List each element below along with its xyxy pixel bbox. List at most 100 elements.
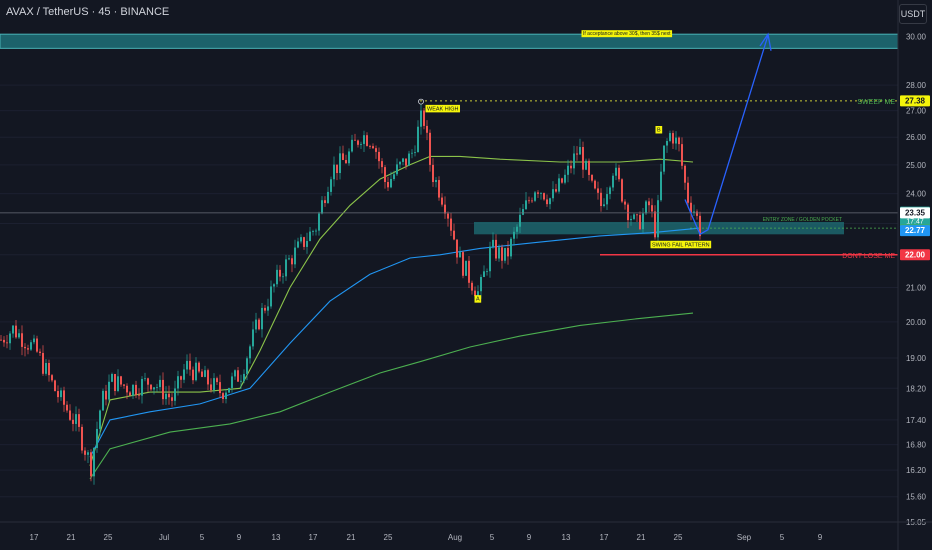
zones xyxy=(0,33,899,235)
candle-body xyxy=(516,226,518,232)
candle-body xyxy=(162,379,164,400)
candle-body xyxy=(243,373,245,381)
candle-body xyxy=(210,384,212,391)
candle-body xyxy=(195,362,197,381)
candle-body xyxy=(63,390,65,405)
candle-body xyxy=(207,370,209,385)
candle-body xyxy=(45,362,47,374)
candle-body xyxy=(525,200,527,210)
candle-body xyxy=(156,387,158,388)
candle-body xyxy=(168,393,170,398)
candle-body xyxy=(561,178,563,183)
candle-body xyxy=(414,152,416,153)
swing-fail-label-text: SWING FAIL PATTERN xyxy=(652,242,710,248)
candle-body xyxy=(465,260,467,276)
target-label-text: If acceptance above 30$, then 35$ next xyxy=(583,31,671,37)
candle-body xyxy=(99,410,101,429)
price-badge xyxy=(900,207,930,219)
candle-body xyxy=(507,247,509,257)
x-tick-label: 25 xyxy=(674,533,683,542)
candle-body xyxy=(615,167,617,176)
candle-body xyxy=(291,258,293,265)
candle-body xyxy=(369,145,371,147)
candle-body xyxy=(114,373,116,391)
candle-body xyxy=(309,231,311,241)
candle-body xyxy=(282,276,284,278)
y-tick-label: 30.00 xyxy=(906,33,927,42)
candle-body xyxy=(102,390,104,411)
candle-body xyxy=(135,384,137,395)
candle-body xyxy=(444,204,446,214)
candle-body xyxy=(699,215,701,237)
candle-body xyxy=(387,182,389,188)
candle-body xyxy=(105,390,107,400)
candle-body xyxy=(381,161,383,168)
candle-body xyxy=(159,379,161,388)
ema-short-line xyxy=(89,155,694,466)
candle-body xyxy=(537,192,539,194)
candles xyxy=(0,103,701,485)
currency-button[interactable]: USDT xyxy=(899,4,927,24)
candle-body xyxy=(9,333,11,344)
candle-body xyxy=(327,191,329,204)
candle-body xyxy=(186,360,188,370)
candle-body xyxy=(600,192,602,206)
y-tick-label: 27.00 xyxy=(906,107,927,116)
candle-body xyxy=(399,161,401,165)
candle-body xyxy=(285,259,287,277)
candle-body xyxy=(426,125,428,133)
x-tick-label: 9 xyxy=(527,533,532,542)
candle-body xyxy=(645,201,647,214)
y-tick-label: 26.00 xyxy=(906,133,927,142)
candle-body xyxy=(6,342,8,344)
weak-high-marker xyxy=(418,98,424,105)
candle-body xyxy=(279,269,281,277)
x-tick-label: 13 xyxy=(272,533,281,542)
candle-body xyxy=(411,152,413,154)
candle-body xyxy=(330,179,332,192)
candle-body xyxy=(69,410,71,420)
candle-body xyxy=(24,346,26,349)
candle-body xyxy=(636,214,638,216)
candle-body xyxy=(453,230,455,240)
candle-body xyxy=(54,380,56,392)
candle-body xyxy=(456,239,458,258)
candle-body xyxy=(564,174,566,183)
symbol-header: AVAX / TetherUS · 45 · BINANCE xyxy=(6,6,170,18)
candle-body xyxy=(633,214,635,219)
candle-body xyxy=(138,394,140,396)
candle-body xyxy=(480,277,482,292)
candle-body xyxy=(147,378,149,385)
candle-body xyxy=(675,137,677,144)
y-tick-label: 16.20 xyxy=(906,466,927,475)
candle-body xyxy=(336,164,338,174)
candle-body xyxy=(441,197,443,205)
candle-body xyxy=(111,373,113,382)
candle-body xyxy=(402,158,404,162)
x-tick-label: Aug xyxy=(448,533,462,542)
x-tick-label: Jul xyxy=(159,533,169,542)
ema-mid-line xyxy=(89,227,701,458)
candle-body xyxy=(513,231,515,239)
sweep-label: SWEEP ME xyxy=(857,99,895,106)
candle-body xyxy=(15,325,17,338)
candle-body xyxy=(558,178,560,192)
candle-body xyxy=(288,258,290,260)
candle-body xyxy=(57,391,59,398)
candle-body xyxy=(468,260,470,283)
x-tick-label: 9 xyxy=(818,533,823,542)
candle-body xyxy=(240,380,242,382)
candle-body xyxy=(531,200,533,202)
candle-body xyxy=(663,145,665,172)
y-tick-label: 15.60 xyxy=(906,493,927,502)
candle-body xyxy=(42,352,44,374)
candle-body xyxy=(273,284,275,287)
candle-body xyxy=(567,165,569,175)
candle-body xyxy=(609,187,611,195)
candle-body xyxy=(177,376,179,389)
candle-body xyxy=(429,132,431,165)
candle-body xyxy=(432,164,434,183)
point-a-label-text: A xyxy=(476,297,480,303)
candle-body xyxy=(270,286,272,307)
